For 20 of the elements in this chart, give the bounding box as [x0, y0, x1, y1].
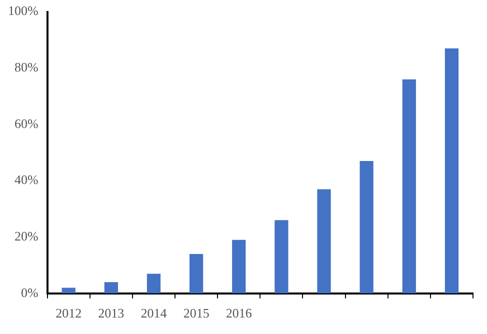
x-tick-label: 2016	[226, 306, 252, 321]
bar	[232, 240, 246, 294]
x-tick-label: 2012	[56, 306, 82, 321]
bar	[444, 48, 459, 294]
x-tick-label: 2015	[183, 306, 210, 321]
y-tick-label: 100%	[8, 3, 38, 18]
bar	[317, 189, 331, 294]
x-tick-label: 2013	[98, 306, 124, 321]
y-tick-label: 20%	[14, 228, 38, 244]
bar	[274, 220, 288, 294]
y-tick-label: 60%	[14, 116, 38, 131]
bar	[104, 282, 118, 294]
x-tick-label: 2014	[140, 306, 168, 321]
y-tick-label: 40%	[14, 172, 38, 188]
bar	[146, 274, 161, 294]
bar	[190, 254, 204, 294]
bar	[402, 79, 416, 294]
bar	[360, 161, 374, 294]
y-tick-label: 0%	[20, 284, 38, 300]
y-tick-label: 80%	[14, 60, 38, 75]
